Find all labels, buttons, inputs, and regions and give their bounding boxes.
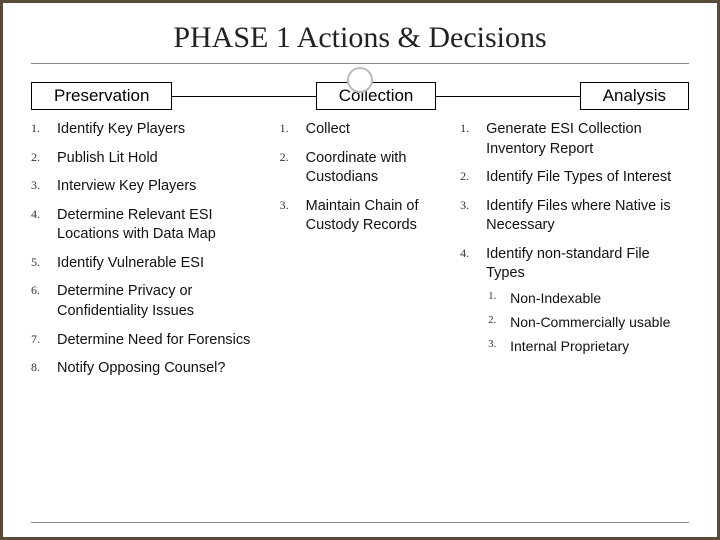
sub-list-item: Non-Indexable xyxy=(486,289,689,308)
list-item: Identify File Types of Interest xyxy=(460,168,689,188)
col-preservation: Identify Key Players Publish Lit Hold In… xyxy=(31,120,270,388)
header-analysis: Analysis xyxy=(580,82,689,110)
header-preservation: Preservation xyxy=(31,82,172,110)
list-item: Identify Vulnerable ESI xyxy=(31,254,270,274)
list-item: Notify Opposing Counsel? xyxy=(31,359,270,379)
analysis-list: Generate ESI Collection Inventory Report… xyxy=(460,120,689,356)
list-item-text: Identify non-standard File Types xyxy=(486,246,650,282)
col-analysis: Generate ESI Collection Inventory Report… xyxy=(460,120,689,388)
list-item: Maintain Chain of Custody Records xyxy=(280,197,450,236)
bottom-divider xyxy=(31,522,689,523)
top-divider xyxy=(31,63,689,64)
sub-list-item: Internal Proprietary xyxy=(486,337,689,356)
slide-title: PHASE 1 Actions & Decisions xyxy=(31,21,689,55)
list-item: Publish Lit Hold xyxy=(31,149,270,169)
list-item: Identify non-standard File Types Non-Ind… xyxy=(460,245,689,356)
sub-list-item: Non-Commercially usable xyxy=(486,313,689,332)
columns: Identify Key Players Publish Lit Hold In… xyxy=(31,120,689,388)
connector-line xyxy=(436,96,579,97)
list-item: Coordinate with Custodians xyxy=(280,149,450,188)
list-item: Determine Need for Forensics xyxy=(31,331,270,351)
list-item: Determine Relevant ESI Locations with Da… xyxy=(31,206,270,245)
list-item: Collect xyxy=(280,120,450,140)
circle-decoration xyxy=(347,67,373,93)
connector-line xyxy=(172,96,315,97)
collection-list: Collect Coordinate with Custodians Maint… xyxy=(280,120,450,236)
list-item: Identify Files where Native is Necessary xyxy=(460,197,689,236)
list-item: Generate ESI Collection Inventory Report xyxy=(460,120,689,159)
preservation-list: Identify Key Players Publish Lit Hold In… xyxy=(31,120,270,379)
analysis-sublist: Non-Indexable Non-Commercially usable In… xyxy=(486,289,689,356)
list-item: Identify Key Players xyxy=(31,120,270,140)
col-collection: Collect Coordinate with Custodians Maint… xyxy=(280,120,450,388)
list-item: Interview Key Players xyxy=(31,177,270,197)
list-item: Determine Privacy or Confidentiality Iss… xyxy=(31,282,270,321)
slide: PHASE 1 Actions & Decisions Preservation… xyxy=(0,0,720,540)
header-collection: Collection xyxy=(316,82,437,110)
